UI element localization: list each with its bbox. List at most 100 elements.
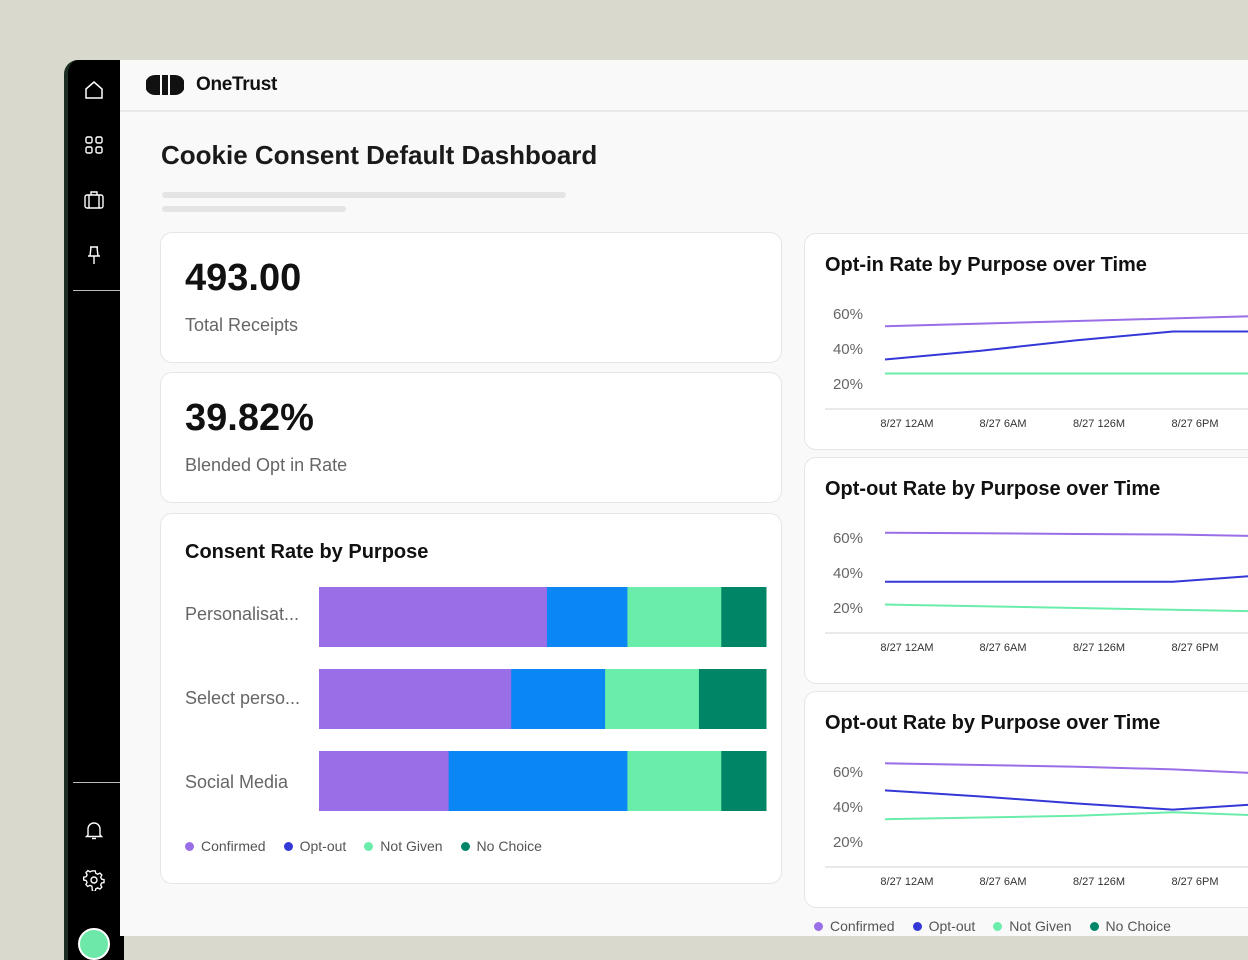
x-tick-label: 8/27 12AM bbox=[880, 876, 933, 888]
bar-segment-confirmed bbox=[319, 587, 548, 647]
gear-icon[interactable] bbox=[80, 866, 108, 894]
y-tick-label: 40% bbox=[833, 341, 863, 358]
legend-item-opt-out: Opt-out bbox=[283, 838, 347, 854]
legend-item-no-choice: No Choice bbox=[1089, 918, 1171, 934]
kpi-label: Blended Opt in Rate bbox=[185, 455, 348, 475]
legend-dot bbox=[1089, 921, 1099, 931]
legend-dot bbox=[283, 841, 293, 851]
bar-segment-opt-out bbox=[448, 751, 628, 811]
grid-icon[interactable] bbox=[80, 131, 108, 159]
card-title: Opt-out Rate by Purpose over Time bbox=[825, 478, 1161, 500]
legend-item-confirmed: Confirmed bbox=[185, 838, 266, 854]
onetrust-logo-icon bbox=[146, 75, 184, 95]
avatar[interactable] bbox=[78, 928, 110, 960]
legend-label: Opt-out bbox=[299, 838, 347, 854]
legend-label: Not Given bbox=[1009, 918, 1072, 934]
legend-dot bbox=[912, 921, 922, 931]
legend-item-not-given: Not Given bbox=[364, 838, 443, 854]
x-tick-label: 8/27 6PM bbox=[1171, 642, 1218, 654]
brand-name: OneTrust bbox=[196, 74, 278, 95]
legend: Confirmed Opt-out Not Given No Choice bbox=[185, 838, 542, 854]
y-tick-label: 20% bbox=[833, 376, 863, 393]
line-series-opt-out bbox=[884, 330, 1248, 361]
x-tick-label: 8/27 126M bbox=[1073, 418, 1125, 430]
legend-label: Confirmed bbox=[201, 838, 266, 854]
card-title: Opt-in Rate by Purpose over Time bbox=[825, 254, 1147, 276]
skeleton-line bbox=[162, 192, 566, 198]
legend-item-not-given: Not Given bbox=[993, 918, 1072, 934]
bar-label: Personalisat... bbox=[185, 604, 300, 624]
header: OneTrust bbox=[120, 60, 1248, 112]
x-tick-label: 8/27 6AM bbox=[979, 418, 1026, 430]
legend-dot bbox=[460, 841, 470, 851]
line-series-opt-out bbox=[884, 789, 1248, 811]
bar-segment-no-choice bbox=[721, 587, 767, 647]
sidebar bbox=[64, 60, 124, 960]
legend-label: Not Given bbox=[380, 838, 443, 854]
legend-item-confirmed: Confirmed bbox=[814, 918, 895, 934]
line-series-confirmed bbox=[884, 762, 1248, 774]
x-tick-label: 8/27 126M bbox=[1073, 642, 1125, 654]
y-tick-label: 20% bbox=[833, 600, 863, 617]
line-chart-card: Opt-in Rate by Purpose over Time 60% 40% 2… bbox=[804, 233, 1248, 450]
line-series-not-given bbox=[884, 603, 1248, 613]
kpi-label: Total Receipts bbox=[185, 315, 299, 335]
x-tick-label: 8/27 126M bbox=[1073, 876, 1125, 888]
x-tick-label: 8/27 12AM bbox=[880, 418, 933, 430]
consent-rate-card: Consent Rate by Purpose Personalisat... … bbox=[160, 513, 782, 884]
bar-label: Select perso... bbox=[185, 688, 301, 708]
bar-segment-not-given bbox=[627, 587, 722, 647]
bar-segment-confirmed bbox=[319, 669, 512, 729]
legend-dot bbox=[814, 921, 823, 931]
x-tick-label: 8/27 6PM bbox=[1171, 876, 1218, 888]
sidebar-divider bbox=[73, 782, 120, 783]
y-tick-label: 40% bbox=[833, 799, 863, 816]
briefcase-icon[interactable] bbox=[80, 186, 108, 214]
x-tick-label: 8/27 12AM bbox=[880, 642, 933, 654]
x-tick-label: 8/27 6AM bbox=[979, 642, 1026, 654]
line-chart-card: Opt-out Rate by Purpose over Time 60% 40%… bbox=[804, 691, 1248, 908]
bar-segment-not-given bbox=[627, 751, 722, 811]
line-series-opt-out bbox=[885, 575, 1248, 583]
line-chart: 60% 40% 20% 8/27 12AM 8/27 6AM 8/27 126M 8/27 … bbox=[825, 762, 1248, 888]
bar-segment-not-given bbox=[605, 669, 700, 729]
legend-label: Opt-out bbox=[928, 918, 976, 934]
card-title: Opt-out Rate by Purpose over Time bbox=[825, 712, 1161, 734]
line-series-not-given bbox=[884, 811, 1248, 821]
legend-item-no-choice: No Choice bbox=[460, 838, 542, 854]
line-chart-legend: Confirmed Opt-out Not Given No Choice bbox=[814, 918, 1171, 934]
line-chart-card: Opt-out Rate by Purpose over Time 60% 40%… bbox=[804, 457, 1248, 684]
page-title: Cookie Consent Default Dashboard bbox=[161, 140, 598, 170]
legend-item-opt-out: Opt-out bbox=[912, 918, 976, 934]
kpi-card-opt-in-rate: 39.82% Blended Opt in Rate bbox=[160, 372, 782, 503]
bar-segment-no-choice bbox=[721, 751, 767, 811]
legend-label: No Choice bbox=[476, 838, 542, 854]
card-title: Consent Rate by Purpose bbox=[185, 541, 429, 563]
kpi-value: 493.00 bbox=[185, 257, 302, 299]
stacked-bar-chart bbox=[319, 587, 767, 811]
sidebar-divider bbox=[73, 290, 120, 291]
bar-segment-opt-out bbox=[546, 587, 628, 647]
line-chart: 60% 40% 20% 8/27 12AM 8/27 6AM 8/27 126M 8/27 … bbox=[825, 306, 1248, 430]
x-tick-label: 8/27 6PM bbox=[1171, 418, 1218, 430]
pin-icon[interactable] bbox=[80, 241, 108, 269]
y-tick-label: 60% bbox=[833, 306, 863, 323]
kpi-value: 39.82% bbox=[185, 397, 314, 439]
legend-dot bbox=[993, 921, 1003, 931]
legend-dot bbox=[185, 841, 194, 851]
skeleton-line bbox=[162, 206, 346, 212]
x-tick-label: 8/27 6AM bbox=[979, 876, 1026, 888]
legend-dot bbox=[364, 841, 374, 851]
bar-segment-no-choice bbox=[698, 669, 767, 729]
y-tick-label: 60% bbox=[833, 764, 863, 781]
line-series-confirmed bbox=[884, 531, 1248, 537]
bell-icon[interactable] bbox=[80, 816, 108, 844]
home-icon[interactable] bbox=[80, 76, 108, 104]
bar-segment-confirmed bbox=[319, 751, 450, 811]
y-tick-label: 20% bbox=[833, 834, 863, 851]
y-tick-label: 60% bbox=[833, 530, 863, 547]
legend-label: No Choice bbox=[1105, 918, 1171, 934]
line-series-confirmed bbox=[884, 315, 1248, 328]
kpi-card-total-receipts: 493.00 Total Receipts bbox=[160, 232, 782, 363]
legend-label: Confirmed bbox=[830, 918, 895, 934]
